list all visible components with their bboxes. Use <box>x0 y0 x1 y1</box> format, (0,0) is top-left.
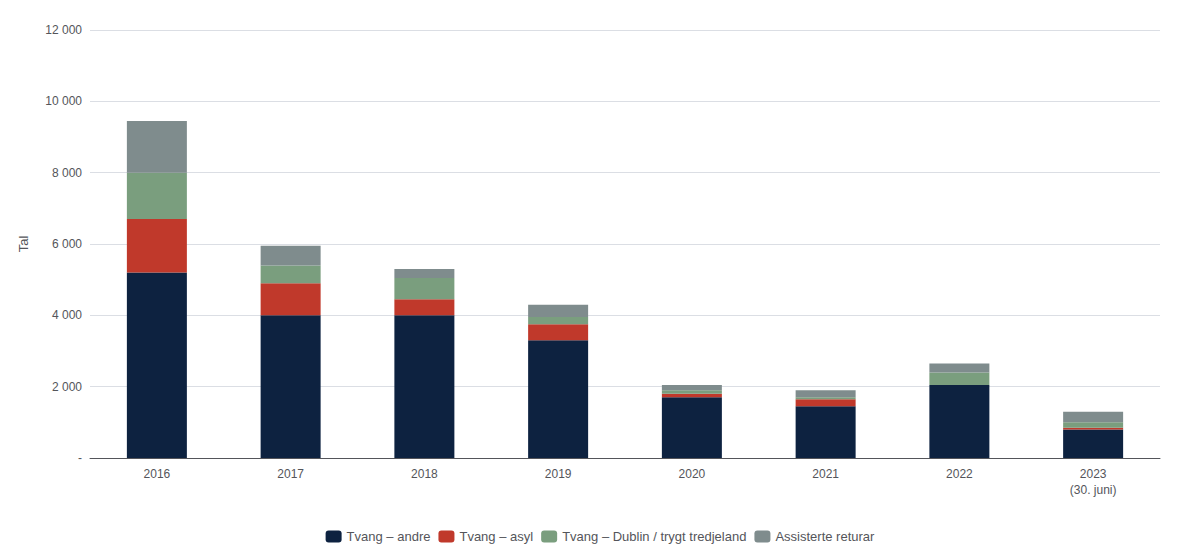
svg-text:4 000: 4 000 <box>52 308 82 322</box>
svg-text:-: - <box>78 451 82 465</box>
svg-text:Tvang – andre: Tvang – andre <box>347 529 431 544</box>
svg-text:(30. juni): (30. juni) <box>1070 483 1117 497</box>
svg-text:10 000: 10 000 <box>45 94 82 108</box>
svg-text:2018: 2018 <box>411 467 438 481</box>
svg-text:Tal: Tal <box>16 236 31 253</box>
svg-text:12 000: 12 000 <box>45 23 82 37</box>
svg-text:8 000: 8 000 <box>52 166 82 180</box>
svg-text:Tvang – Dublin / trygt tredjel: Tvang – Dublin / trygt tredjeland <box>562 529 746 544</box>
svg-text:Tvang – asyl: Tvang – asyl <box>459 529 533 544</box>
svg-text:6 000: 6 000 <box>52 237 82 251</box>
svg-text:2021: 2021 <box>812 467 839 481</box>
svg-text:2019: 2019 <box>545 467 572 481</box>
svg-text:2 000: 2 000 <box>52 380 82 394</box>
svg-text:2022: 2022 <box>946 467 973 481</box>
svg-text:2020: 2020 <box>679 467 706 481</box>
svg-text:2023: 2023 <box>1080 467 1107 481</box>
svg-text:2016: 2016 <box>144 467 171 481</box>
svg-text:2017: 2017 <box>277 467 304 481</box>
svg-text:Assisterte returar: Assisterte returar <box>775 529 875 544</box>
